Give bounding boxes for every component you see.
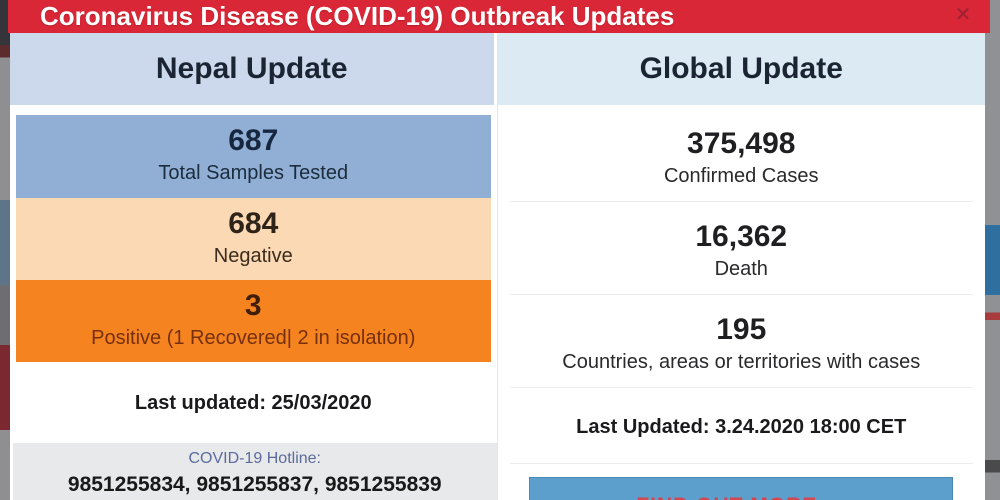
dialog-titlebar: Coronavirus Disease (COVID-19) Outbreak …	[8, 0, 990, 33]
background-page-left-edge	[0, 0, 10, 500]
total-samples-value: 687	[228, 124, 279, 157]
background-page-right-edge	[985, 0, 1000, 500]
hotline-numbers: 9851255834, 9851255837, 9851255839	[67, 473, 442, 496]
countries-value: 195	[716, 313, 767, 346]
global-header-title: Global Update	[639, 52, 843, 85]
find-out-more-button[interactable]: FIND OUT MORE →	[529, 477, 954, 500]
deaths-value: 16,362	[695, 220, 788, 253]
positive-label: Positive (1 Recovered| 2 in isolation)	[91, 327, 416, 349]
hotline-box: COVID-19 Hotline: 9851255834, 9851255837…	[13, 443, 497, 500]
global-last-updated: Last Updated: 3.24.2020 18:00 CET	[509, 388, 973, 464]
confirmed-cases-value: 375,498	[687, 127, 796, 160]
global-stat-confirmed-cases: 375,498 Confirmed Cases	[509, 105, 973, 202]
nepal-update-column: Nepal Update 687 Total Samples Tested 68…	[10, 33, 498, 500]
deaths-label: Death	[714, 258, 768, 280]
nepal-stat-negative: 684 Negative	[16, 198, 491, 280]
nepal-header-band: Nepal Update	[10, 33, 497, 105]
total-samples-label: Total Samples Tested	[158, 162, 349, 184]
countries-label: Countries, areas or territories with cas…	[562, 351, 921, 373]
global-header-band: Global Update	[497, 33, 985, 105]
nepal-stat-total-samples: 687 Total Samples Tested	[16, 115, 491, 198]
negative-label: Negative	[213, 245, 293, 267]
covid-update-dialog: Nepal Update 687 Total Samples Tested 68…	[10, 33, 985, 500]
global-stat-deaths: 16,362 Death	[509, 202, 973, 295]
nepal-header-title: Nepal Update	[155, 52, 348, 85]
global-stat-countries: 195 Countries, areas or territories with…	[509, 295, 973, 388]
global-update-column: Global Update 375,498 Confirmed Cases 16…	[497, 33, 985, 500]
close-icon[interactable]: ✕	[954, 4, 972, 26]
hotline-label: COVID-19 Hotline:	[188, 450, 322, 467]
nepal-stat-boxes: 687 Total Samples Tested 684 Negative 3 …	[16, 115, 491, 362]
positive-value: 3	[244, 289, 262, 322]
nepal-stat-positive: 3 Positive (1 Recovered| 2 in isolation)	[16, 280, 491, 362]
negative-value: 684	[228, 207, 279, 240]
nepal-last-updated: Last updated: 25/03/2020	[134, 392, 372, 414]
dialog-title: Coronavirus Disease (COVID-19) Outbreak …	[40, 1, 675, 31]
confirmed-cases-label: Confirmed Cases	[663, 165, 819, 187]
